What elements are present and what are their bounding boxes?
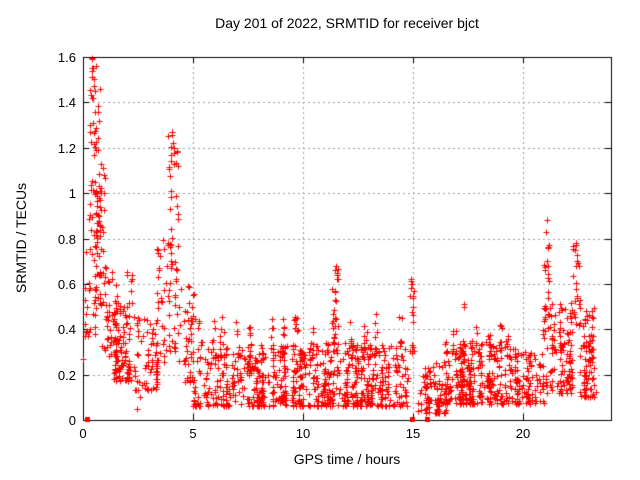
y-tick-label: 0.2	[57, 367, 76, 383]
y-tick-label: 0.8	[57, 231, 76, 247]
y-tick-label: 1.4	[57, 95, 76, 111]
chart-title: Day 201 of 2022, SRMTID for receiver bjc…	[215, 15, 479, 31]
x-tick-label: 0	[79, 426, 87, 441]
x-tick-label: 10	[295, 426, 311, 441]
x-tick-label: 15	[405, 426, 421, 441]
x-tick-label: 5	[189, 426, 197, 441]
y-tick-label: 1.2	[57, 140, 76, 156]
y-tick-label: 0.6	[57, 276, 76, 292]
y-tick-label: 0.4	[57, 322, 76, 338]
y-tick-label: 0	[68, 413, 76, 428]
y-tick-label: 1	[68, 186, 76, 202]
x-tick-label: 20	[515, 426, 531, 441]
y-tick-label: 1.6	[57, 50, 76, 65]
x-axis-title: GPS time / hours	[293, 451, 401, 467]
